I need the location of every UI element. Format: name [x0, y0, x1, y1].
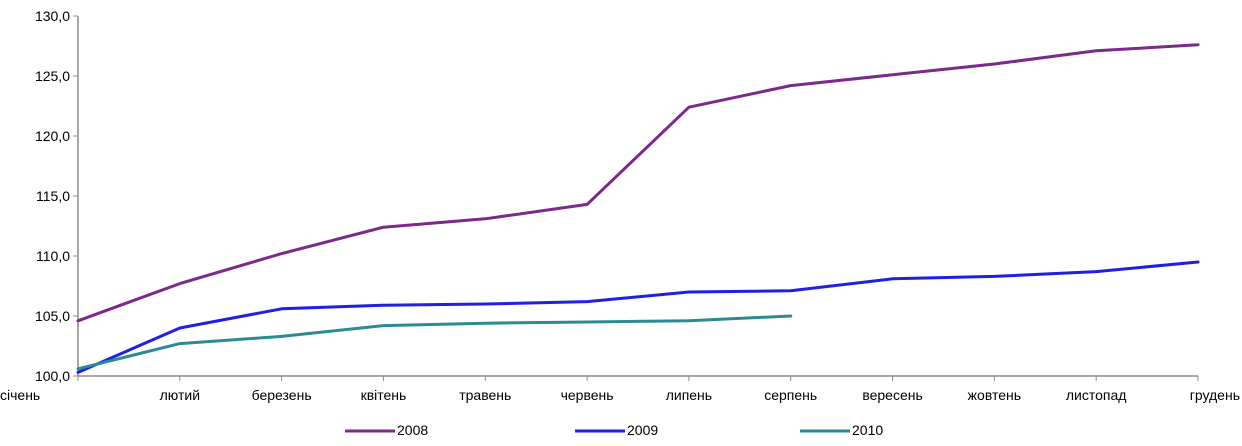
x-tick-label: червень [561, 387, 614, 403]
x-tick-label: листопад [1066, 387, 1127, 403]
chart-legend: 2008 2009 2010 [345, 422, 883, 438]
series-line-2010 [76, 314, 793, 371]
series-line-2008 [76, 43, 1200, 323]
y-tick-label: 110,0 [36, 248, 70, 264]
legend-label: 2008 [397, 422, 428, 438]
x-tick-label: жовтень [968, 387, 1021, 403]
y-tick-label: 105,0 [35, 308, 70, 324]
x-tick-label: січень [0, 387, 40, 403]
y-tick-label: 100,0 [35, 368, 70, 384]
x-tick-label: липень [666, 387, 712, 403]
y-tick-label: 130,0 [35, 8, 70, 24]
legend-label: 2009 [627, 422, 658, 438]
x-tick-label: грудень [1190, 387, 1240, 403]
legend-label: 2010 [852, 422, 883, 438]
x-tick-label: серпень [764, 387, 817, 403]
x-tick-label: травень [459, 387, 511, 403]
chart-series [76, 43, 1200, 374]
x-tick-label: вересень [862, 387, 922, 403]
y-tick-label: 115,0 [36, 188, 70, 204]
y-tick-label: 125,0 [35, 68, 70, 84]
y-axis-ticks: 100,0 105,0 110,0 115,0 120,0 125,0 130,0 [35, 8, 78, 384]
series-line-2009 [76, 260, 1200, 374]
x-tick-label: лютий [160, 387, 200, 403]
x-tick-label: березень [252, 387, 312, 403]
x-axis-ticks: січень лютий березень квітень травень червень… [0, 376, 1240, 403]
y-tick-label: 120,0 [35, 128, 70, 144]
x-tick-label: квітень [361, 387, 407, 403]
